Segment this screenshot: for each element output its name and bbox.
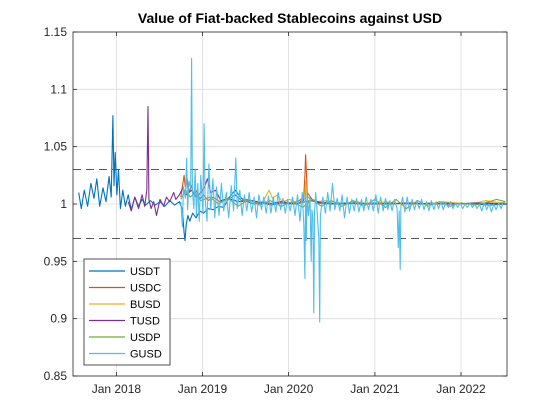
y-tick-labels: 0.85 0.9 0.95 1 1.05 1.1 1.15: [44, 25, 68, 383]
series-lines: [78, 57, 506, 323]
x-tick-label: Jan 2019: [178, 382, 228, 396]
y-tick-label: 1.1: [50, 82, 67, 96]
x-tick-label: Jan 2020: [264, 382, 314, 396]
x-tick-label: Jan 2018: [92, 382, 142, 396]
legend-entries: USDT USDC BUSD TUSD USDP GUSD: [89, 266, 162, 361]
legend-box: [83, 258, 171, 366]
y-tick-label: 1.05: [44, 140, 68, 154]
y-tick-label: 1.15: [44, 25, 68, 39]
y-tick-label: 0.95: [44, 254, 68, 268]
chart-title: Value of Fiat-backed Stablecoins against…: [138, 10, 442, 26]
y-tick-label: 1: [60, 197, 67, 211]
legend-label-tusd: TUSD: [130, 316, 160, 328]
reference-lines: [73, 169, 507, 239]
ticks: [73, 31, 507, 377]
legend-label-usdt: USDT: [130, 266, 160, 278]
legend: USDT USDC BUSD TUSD USDP GUSD: [83, 258, 171, 366]
x-tick-label: Jan 2021: [350, 382, 400, 396]
x-tick-labels: Jan 2018 Jan 2019 Jan 2020 Jan 2021 Jan 2022: [92, 382, 486, 396]
y-tick-label: 0.85: [44, 369, 68, 383]
y-tick-label: 0.9: [50, 312, 67, 326]
legend-label-gusd: GUSD: [130, 349, 162, 361]
legend-label-usdc: USDC: [130, 283, 161, 295]
x-tick-label: Jan 2022: [436, 382, 486, 396]
series-line-usdt: [78, 115, 506, 242]
legend-label-busd: BUSD: [130, 299, 161, 311]
series-line-gusd: [180, 57, 506, 323]
legend-label-usdp: USDP: [130, 332, 161, 344]
